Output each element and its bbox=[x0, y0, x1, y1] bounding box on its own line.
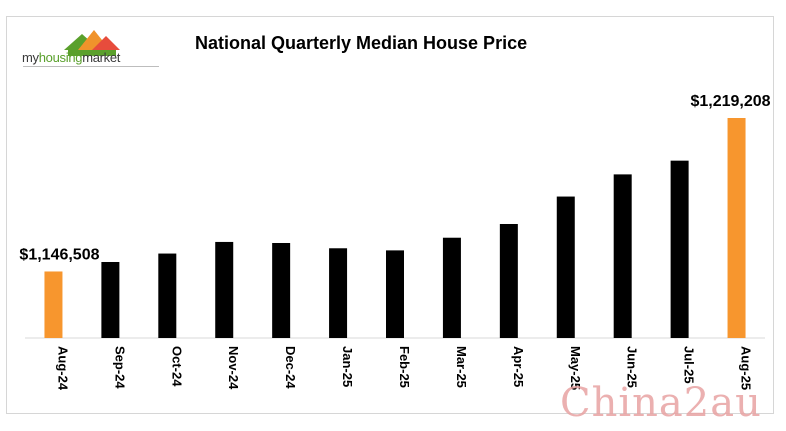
logo-part-my: my bbox=[22, 50, 39, 65]
x-tick-label: Jul-25 bbox=[682, 346, 697, 384]
chart-title: National Quarterly Median House Price bbox=[195, 33, 528, 53]
logo-underline bbox=[23, 66, 159, 70]
x-tick-label: May-25 bbox=[568, 346, 583, 390]
chart-frame bbox=[6, 16, 774, 414]
x-tick-label: Sep-24 bbox=[112, 346, 127, 389]
bar-Aug-24 bbox=[44, 271, 63, 338]
bar-Nov-24 bbox=[215, 241, 234, 338]
x-tick-label: Apr-25 bbox=[511, 346, 526, 387]
x-tick-label: Jan-25 bbox=[340, 346, 355, 387]
bar-Apr-25 bbox=[499, 223, 518, 338]
bar-May-25 bbox=[556, 196, 575, 338]
data-label: $1,146,508 bbox=[19, 246, 99, 263]
bar-Feb-25 bbox=[386, 250, 404, 338]
bar-Mar-25 bbox=[442, 237, 461, 338]
logo-part-housing: housing bbox=[38, 50, 83, 65]
x-tick-label: Oct-24 bbox=[169, 346, 184, 387]
logo-house-icon bbox=[64, 30, 120, 56]
x-tick-label: Feb-25 bbox=[397, 346, 412, 388]
x-tick-label: Aug-24 bbox=[55, 346, 70, 391]
logo-part-market: market bbox=[82, 50, 121, 65]
bar-Sep-24 bbox=[101, 261, 120, 338]
x-tick-label: Dec-24 bbox=[283, 346, 298, 389]
bar-Aug-25 bbox=[727, 118, 746, 338]
watermark: China2au bbox=[560, 380, 762, 426]
x-tick-label: Mar-25 bbox=[454, 346, 469, 388]
bar-Oct-24 bbox=[158, 253, 177, 338]
logo-wordmark: myhousingmarket bbox=[22, 50, 120, 65]
x-tick-label: Aug-25 bbox=[739, 346, 754, 390]
x-tick-label: Jun-25 bbox=[625, 346, 640, 388]
data-label: $1,219,208 bbox=[690, 93, 770, 110]
x-tick-label: Nov-24 bbox=[226, 346, 241, 390]
bar-Jan-25 bbox=[329, 248, 348, 338]
bar-Dec-24 bbox=[272, 242, 291, 338]
bar-Jul-25 bbox=[670, 160, 689, 338]
bar-Jun-25 bbox=[613, 174, 632, 338]
